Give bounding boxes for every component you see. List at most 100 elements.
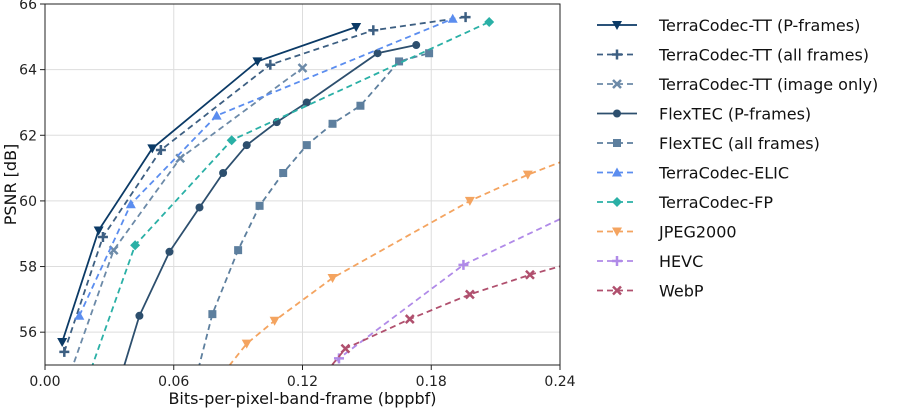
data-point (242, 141, 251, 150)
data-point (356, 101, 365, 110)
legend-label: TerraCodec-TT (image only) (658, 75, 878, 94)
data-point (447, 13, 458, 23)
data-point (425, 49, 434, 58)
y-tick-label: 62 (19, 128, 37, 144)
legend-label: JPEG2000 (658, 223, 737, 242)
data-point (328, 119, 337, 128)
data-point (412, 41, 421, 50)
data-point (155, 145, 166, 156)
y-axis-label: PSNR [dB] (1, 144, 20, 226)
series-7 (212, 154, 576, 386)
data-point (57, 338, 68, 348)
legend-marker (612, 285, 622, 296)
data-point (93, 226, 104, 236)
data-point (464, 196, 475, 206)
x-tick-label: 0.00 (29, 374, 60, 390)
data-point (302, 141, 311, 150)
data-point (567, 259, 575, 267)
series-0 (57, 22, 362, 348)
data-point (351, 22, 362, 32)
y-tick-label: 58 (19, 260, 37, 276)
y-tick-label: 66 (19, 0, 37, 13)
legend-label: FlexTEC (P-frames) (659, 105, 811, 124)
legend-marker (612, 21, 622, 30)
data-point (135, 311, 144, 320)
data-point (464, 289, 475, 300)
data-point (297, 63, 308, 73)
legend-entry: TerraCodec-TT (P-frames) (597, 16, 860, 35)
series-4 (198, 49, 434, 365)
series-area (57, 12, 576, 386)
legend-entry: FlexTEC (all frames) (597, 134, 820, 153)
x-tick-label: 0.12 (287, 374, 318, 390)
legend-entry: JPEG2000 (597, 223, 737, 242)
legend-marker (612, 79, 622, 89)
series-line (63, 16, 466, 353)
data-point (219, 169, 228, 178)
data-point (147, 144, 158, 154)
y-tick-label: 60 (19, 194, 37, 210)
data-point (255, 201, 264, 210)
data-point (208, 310, 217, 319)
legend-marker (612, 256, 622, 266)
series-line (72, 67, 304, 365)
x-axis-label: Bits-per-pixel-band-frame (bppbf) (168, 389, 436, 408)
legend-entry: TerraCodec-TT (image only) (597, 75, 878, 94)
legend-entry: TerraCodec-TT (all frames) (597, 46, 869, 65)
legend-entry: TerraCodec-FP (597, 193, 773, 212)
data-point (212, 377, 222, 386)
data-point (234, 246, 243, 255)
data-point (59, 346, 70, 357)
x-tick-label: 0.06 (158, 374, 189, 390)
data-point (211, 110, 222, 120)
grid (44, 3, 561, 365)
series-line (78, 17, 454, 317)
legend-entry: TerraCodec-ELIC (597, 164, 789, 183)
legend-marker (613, 109, 621, 118)
data-point (368, 25, 379, 36)
legend-label: TerraCodec-ELIC (658, 164, 789, 183)
series-line (198, 52, 430, 365)
series-3 (123, 41, 421, 365)
data-point (458, 259, 469, 270)
data-point (125, 199, 136, 209)
data-point (525, 269, 535, 280)
x-tick-label: 0.24 (544, 374, 575, 390)
y-tick-label: 56 (19, 325, 37, 341)
data-point (373, 49, 382, 58)
data-point (484, 17, 495, 28)
legend-entry: FlexTEC (P-frames) (597, 105, 811, 124)
data-point (279, 169, 288, 178)
series-line (61, 26, 357, 343)
series-line (331, 218, 560, 365)
data-point (74, 310, 85, 320)
legend-marker (612, 49, 622, 60)
data-point (327, 274, 338, 284)
data-point (165, 247, 174, 256)
data-point (67, 368, 75, 376)
data-point (130, 240, 141, 251)
data-point (566, 154, 576, 163)
series-2 (67, 63, 308, 376)
series-line (123, 44, 417, 365)
data-point (226, 135, 237, 146)
data-point (97, 232, 108, 243)
legend-label: TerraCodec-TT (all frames) (658, 46, 869, 65)
series-9 (330, 259, 575, 365)
legend-marker (612, 197, 622, 207)
series-1 (59, 12, 471, 357)
legend-entry: HEVC (597, 252, 703, 271)
data-point (404, 314, 415, 324)
legend: TerraCodec-TT (P-frames) TerraCodec-TT (a… (597, 16, 878, 301)
legend-label: TerraCodec-TT (P-frames) (658, 16, 860, 35)
legend-label: FlexTEC (all frames) (659, 134, 820, 153)
data-point (566, 209, 576, 219)
data-point (395, 57, 404, 66)
series-line (91, 21, 490, 365)
legend-marker (612, 167, 622, 177)
series-line (330, 265, 560, 365)
x-tick-label: 0.18 (416, 374, 447, 390)
data-point (265, 59, 276, 70)
legend-label: HEVC (659, 252, 703, 271)
data-point (302, 98, 311, 107)
